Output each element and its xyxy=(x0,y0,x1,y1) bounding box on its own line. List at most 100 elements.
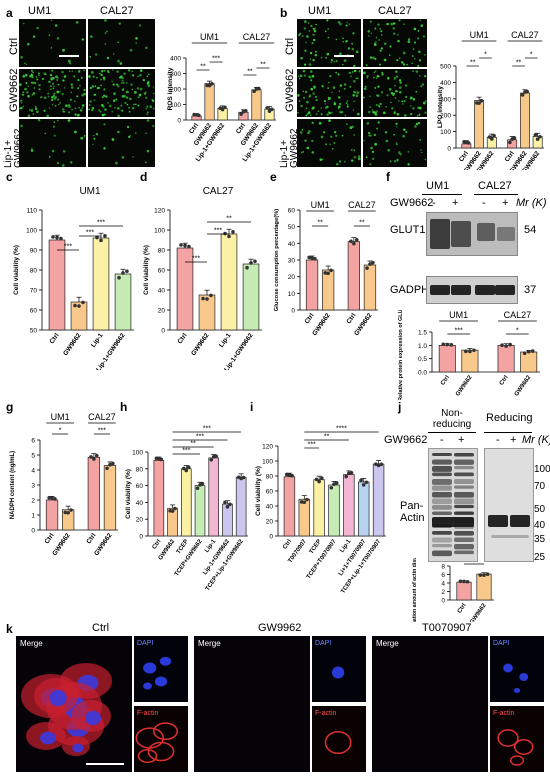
fluorescent-spot xyxy=(364,88,367,90)
factin-image xyxy=(490,706,544,772)
fluorescent-spot xyxy=(128,110,131,113)
fluorescent-spot xyxy=(25,63,28,66)
factin-cell xyxy=(147,741,175,762)
x-tick-label: TCEP+GW9662 xyxy=(174,538,204,577)
fluorescent-spot xyxy=(20,124,24,128)
fluorescent-spot xyxy=(303,27,306,30)
y-tick-label: 120 xyxy=(154,208,165,215)
micro-b-col-um1: UM1 xyxy=(308,5,332,17)
blot-band xyxy=(432,498,452,505)
fluorescent-spot xyxy=(327,87,329,89)
bar xyxy=(298,498,310,537)
bar xyxy=(520,351,538,373)
y-tick-label: 100 xyxy=(154,228,165,235)
panel-label-h: h xyxy=(120,400,128,414)
fluorescent-spot xyxy=(393,112,396,115)
data-point xyxy=(490,137,494,141)
fluorescent-spot xyxy=(302,151,304,153)
fluorescent-spot xyxy=(306,35,309,38)
bar xyxy=(103,465,117,531)
dapi-nucleus xyxy=(154,676,168,687)
fluorescent-spot xyxy=(315,113,318,115)
fluorescent-spot xyxy=(353,64,356,68)
fluorescent-spot xyxy=(57,83,60,86)
fluorescent-spot xyxy=(330,61,333,64)
fluorescent-spot xyxy=(62,108,65,111)
sig-label: * xyxy=(516,328,519,335)
fluorescent-spot xyxy=(380,91,384,94)
fluorescent-spot xyxy=(20,102,23,104)
fluorescent-spot xyxy=(390,91,394,95)
fluorescent-spot xyxy=(55,75,58,79)
blot-band xyxy=(432,453,452,456)
fluorescent-spot xyxy=(33,87,36,89)
fluorescent-spot xyxy=(49,85,52,88)
y-tick-label: 0 xyxy=(31,528,35,535)
data-point xyxy=(239,112,243,116)
fluorescent-spot xyxy=(327,28,330,30)
fluorescent-spot xyxy=(420,24,424,27)
fluorescent-spot xyxy=(314,27,317,30)
fluorescent-spot xyxy=(68,111,71,114)
fluorescent-spot xyxy=(419,19,421,22)
blot-j-sign-4: + xyxy=(510,434,517,446)
y-tick-label: 80 xyxy=(266,474,274,481)
fluorescent-spot xyxy=(70,86,74,89)
fluorescent-spot xyxy=(403,128,406,132)
fluorescent-spot xyxy=(302,69,306,73)
data-point xyxy=(365,266,369,270)
fluorescent-spot xyxy=(148,73,150,76)
fluorescent-spot xyxy=(424,100,427,102)
fluorescent-spot xyxy=(92,75,95,78)
fluorescent-spot xyxy=(420,149,422,151)
data-point xyxy=(458,579,463,584)
fluorescent-spot xyxy=(330,58,333,61)
fluorescent-spot xyxy=(73,75,76,78)
fluorescent-spot xyxy=(403,23,406,26)
fluorescent-spot xyxy=(371,157,375,161)
y-tick-label: 200 xyxy=(440,113,451,120)
fluorescent-spot xyxy=(338,90,341,92)
fluorescent-spot xyxy=(63,87,66,89)
fluorescent-spot xyxy=(417,37,420,40)
fluorescent-spot xyxy=(22,91,25,94)
sig-label: *** xyxy=(203,426,211,433)
blot-band xyxy=(432,466,452,472)
fluorescent-spot xyxy=(137,75,139,78)
micro-a-row-ctrl: Ctrl xyxy=(8,37,20,55)
blot-f-kd-54: 54 xyxy=(524,224,537,236)
blot-band xyxy=(477,223,495,241)
fluorescent-spot xyxy=(103,147,106,150)
fluorescent-spot xyxy=(76,95,79,98)
blot-band xyxy=(432,479,452,485)
fluorescent-spot xyxy=(401,61,404,64)
fluorescent-spot xyxy=(147,84,151,88)
fluorescent-spot xyxy=(358,70,361,73)
data-point xyxy=(245,265,249,270)
y-axis-label: Glucose consumption percentage(%) xyxy=(274,209,280,311)
bar xyxy=(176,247,194,331)
fluorescent-spot xyxy=(30,69,34,72)
fluorescent-spot xyxy=(62,79,65,82)
fluorescent-spot xyxy=(32,71,34,74)
fluorescent-spot xyxy=(326,113,329,116)
fluorescent-spot xyxy=(380,34,383,36)
fluorescent-spot xyxy=(392,22,396,25)
bar xyxy=(363,264,377,311)
fluorescent-spot xyxy=(414,125,417,128)
data-point xyxy=(302,500,307,505)
fluorescent-spot xyxy=(343,59,347,63)
fluorescent-spot xyxy=(78,69,81,72)
fluorescent-spot xyxy=(352,94,355,97)
factin-label: F-actin xyxy=(493,710,515,717)
fluorescent-spot xyxy=(345,39,348,43)
fluorescent-spot xyxy=(128,135,131,138)
fluorescent-spot xyxy=(25,81,28,85)
fluorescent-spot xyxy=(52,87,55,90)
fluorescent-spot xyxy=(51,99,54,102)
fluorescent-spot xyxy=(375,36,378,39)
bar xyxy=(456,581,472,601)
fluorescent-spot xyxy=(146,149,150,153)
sig-label: ** xyxy=(260,62,266,69)
blot-j-reducing-image xyxy=(484,448,534,562)
